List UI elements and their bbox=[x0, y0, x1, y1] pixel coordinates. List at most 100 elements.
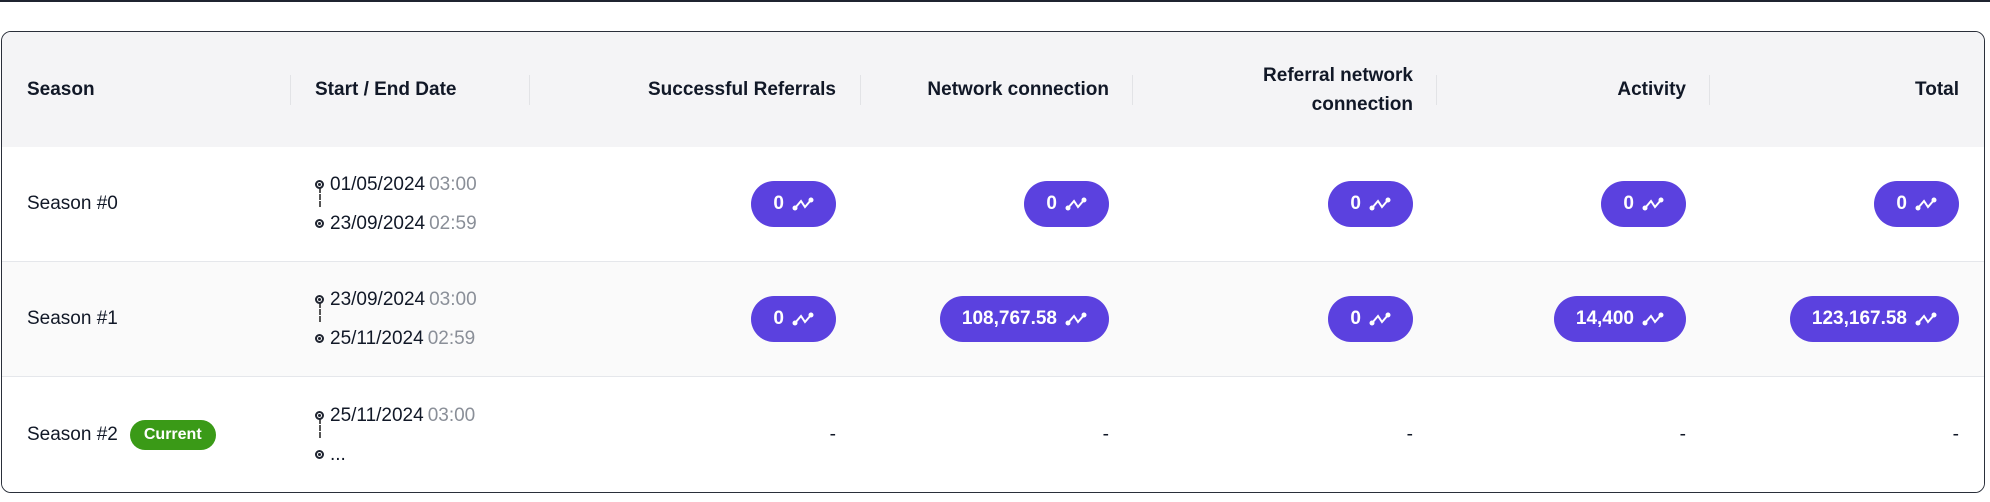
seasons-table: Season Start / End Date Successful Refer… bbox=[1, 31, 1985, 493]
season-cell: Season #1 bbox=[27, 262, 287, 376]
header-referral-network-connection[interactable]: Referral network connection bbox=[1134, 32, 1413, 147]
total-cell: - bbox=[1711, 377, 1959, 492]
activity-cell: 14,400 bbox=[1438, 262, 1686, 376]
successful-referrals-value-pill[interactable]: 0 bbox=[751, 181, 836, 227]
table-row: Season #0 01/05/2024 03:00 23/09/2024 02:5… bbox=[2, 147, 1984, 262]
network-connection-cell: - bbox=[862, 377, 1109, 492]
end-time: 02:59 bbox=[429, 213, 477, 234]
season-name: Season #0 bbox=[27, 193, 118, 214]
column-divider bbox=[1132, 75, 1133, 105]
network-points-icon bbox=[1915, 312, 1937, 326]
start-time: 03:00 bbox=[427, 404, 476, 426]
timeline-connector bbox=[319, 302, 321, 322]
column-divider bbox=[290, 75, 291, 105]
table-row: Season #1 23/09/2024 03:00 25/11/2024 02:5… bbox=[2, 262, 1984, 377]
end-date: 25/11/2024 bbox=[330, 328, 424, 349]
table-row: Season #2 Current 25/11/2024 03:00 ... - -… bbox=[2, 377, 1984, 492]
end-dot-icon bbox=[315, 219, 324, 228]
successful-referrals-value-pill[interactable]: 0 bbox=[751, 296, 836, 342]
header-total[interactable]: Total bbox=[1915, 79, 1959, 100]
start-date: 25/11/2024 bbox=[330, 404, 424, 426]
network-connection-cell: 0 bbox=[862, 147, 1109, 261]
empty-value: - bbox=[1952, 423, 1959, 445]
total-cell: 123,167.58 bbox=[1711, 262, 1959, 376]
activity-value-pill[interactable]: 0 bbox=[1601, 181, 1686, 227]
network-connection-value-pill[interactable]: 108,767.58 bbox=[939, 296, 1109, 342]
value: 0 bbox=[1350, 193, 1361, 214]
end-dot-icon bbox=[315, 449, 324, 459]
referral-network-connection-value-pill[interactable]: 0 bbox=[1328, 296, 1413, 342]
start-time: 03:00 bbox=[429, 174, 477, 195]
network-points-icon bbox=[1065, 312, 1087, 326]
successful-referrals-cell: - bbox=[562, 377, 836, 492]
successful-referrals-cell: 0 bbox=[562, 262, 836, 376]
network-points-icon bbox=[1642, 312, 1664, 326]
empty-value: - bbox=[1102, 423, 1109, 445]
header-dates[interactable]: Start / End Date bbox=[315, 79, 457, 100]
season-name: Season #2 bbox=[27, 423, 118, 445]
header-activity[interactable]: Activity bbox=[1617, 79, 1686, 100]
activity-value-pill[interactable]: 14,400 bbox=[1553, 296, 1686, 342]
header-season[interactable]: Season bbox=[27, 79, 95, 100]
column-divider bbox=[1436, 75, 1437, 105]
network-points-icon bbox=[1369, 197, 1391, 211]
column-divider bbox=[1709, 75, 1710, 105]
start-time: 03:00 bbox=[429, 289, 477, 310]
value: 14,400 bbox=[1575, 308, 1634, 329]
successful-referrals-cell: 0 bbox=[562, 147, 836, 261]
start-dot-icon bbox=[315, 295, 324, 304]
value: 123,167.58 bbox=[1811, 308, 1907, 329]
network-points-icon bbox=[792, 197, 814, 211]
activity-cell: 0 bbox=[1438, 147, 1686, 261]
network-connection-value-pill[interactable]: 0 bbox=[1024, 181, 1109, 227]
network-points-icon bbox=[1642, 197, 1664, 211]
header-network-connection[interactable]: Network connection bbox=[927, 79, 1109, 100]
column-divider bbox=[529, 75, 530, 105]
value: 0 bbox=[1350, 308, 1361, 329]
referral-network-connection-value-pill[interactable]: 0 bbox=[1328, 181, 1413, 227]
end-time: 02:59 bbox=[427, 328, 476, 349]
value: 0 bbox=[773, 193, 784, 214]
empty-value: - bbox=[1679, 423, 1686, 445]
value: 108,767.58 bbox=[961, 308, 1057, 329]
top-divider bbox=[0, 0, 1990, 2]
value: 0 bbox=[1896, 193, 1907, 214]
referral-network-connection-cell: 0 bbox=[1134, 147, 1413, 261]
start-date: 01/05/2024 bbox=[330, 174, 426, 195]
value: 0 bbox=[773, 308, 784, 329]
total-cell: 0 bbox=[1711, 147, 1959, 261]
value: 0 bbox=[1623, 193, 1634, 214]
header-label: Referral network connection bbox=[1263, 64, 1413, 115]
network-connection-cell: 108,767.58 bbox=[862, 262, 1109, 376]
empty-value: - bbox=[1406, 423, 1413, 445]
end-date: ... bbox=[330, 443, 346, 465]
season-cell: Season #0 bbox=[27, 147, 287, 261]
dates-cell: 01/05/2024 03:00 23/09/2024 02:59 bbox=[315, 147, 545, 261]
network-points-icon bbox=[1369, 312, 1391, 326]
timeline-connector bbox=[319, 187, 321, 207]
start-dot-icon bbox=[315, 410, 324, 420]
season-cell: Season #2 Current bbox=[27, 377, 287, 492]
network-points-icon bbox=[1065, 197, 1087, 211]
current-badge: Current bbox=[129, 419, 216, 450]
value: 0 bbox=[1046, 193, 1057, 214]
table-header: Season Start / End Date Successful Refer… bbox=[2, 32, 1984, 148]
total-value-pill[interactable]: 0 bbox=[1874, 181, 1959, 227]
end-dot-icon bbox=[315, 334, 324, 343]
referral-network-connection-cell: - bbox=[1134, 377, 1413, 492]
empty-value: - bbox=[829, 423, 836, 445]
column-divider bbox=[860, 75, 861, 105]
end-date: 23/09/2024 bbox=[330, 213, 426, 234]
dates-cell: 23/09/2024 03:00 25/11/2024 02:59 bbox=[315, 262, 545, 376]
start-dot-icon bbox=[315, 180, 324, 189]
dates-cell: 25/11/2024 03:00 ... bbox=[315, 377, 545, 492]
start-date: 23/09/2024 bbox=[330, 289, 426, 310]
network-points-icon bbox=[1915, 197, 1937, 211]
activity-cell: - bbox=[1438, 377, 1686, 492]
season-name: Season #1 bbox=[27, 308, 118, 329]
timeline-connector bbox=[319, 417, 321, 438]
total-value-pill[interactable]: 123,167.58 bbox=[1789, 296, 1959, 342]
header-successful-referrals[interactable]: Successful Referrals bbox=[648, 79, 836, 100]
network-points-icon bbox=[792, 312, 814, 326]
referral-network-connection-cell: 0 bbox=[1134, 262, 1413, 376]
